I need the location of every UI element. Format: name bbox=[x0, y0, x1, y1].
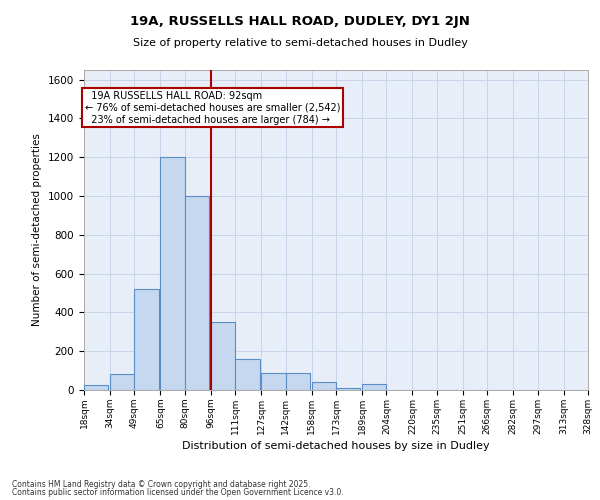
Bar bbox=[160, 158, 185, 390]
Bar bbox=[311, 382, 336, 390]
Bar bbox=[336, 388, 361, 390]
Bar bbox=[185, 196, 209, 390]
Bar bbox=[235, 359, 260, 390]
Bar bbox=[211, 322, 235, 390]
Text: Contains HM Land Registry data © Crown copyright and database right 2025.: Contains HM Land Registry data © Crown c… bbox=[12, 480, 311, 489]
Bar bbox=[134, 289, 159, 390]
Bar bbox=[84, 385, 109, 390]
Text: Size of property relative to semi-detached houses in Dudley: Size of property relative to semi-detach… bbox=[133, 38, 467, 48]
Bar bbox=[286, 372, 310, 390]
Y-axis label: Number of semi-detached properties: Number of semi-detached properties bbox=[32, 134, 43, 326]
Bar bbox=[261, 372, 286, 390]
Bar bbox=[362, 384, 386, 390]
X-axis label: Distribution of semi-detached houses by size in Dudley: Distribution of semi-detached houses by … bbox=[182, 441, 490, 451]
Text: 19A RUSSELLS HALL ROAD: 92sqm
← 76% of semi-detached houses are smaller (2,542)
: 19A RUSSELLS HALL ROAD: 92sqm ← 76% of s… bbox=[85, 92, 340, 124]
Bar bbox=[110, 374, 134, 390]
Text: 19A, RUSSELLS HALL ROAD, DUDLEY, DY1 2JN: 19A, RUSSELLS HALL ROAD, DUDLEY, DY1 2JN bbox=[130, 15, 470, 28]
Text: Contains public sector information licensed under the Open Government Licence v3: Contains public sector information licen… bbox=[12, 488, 344, 497]
